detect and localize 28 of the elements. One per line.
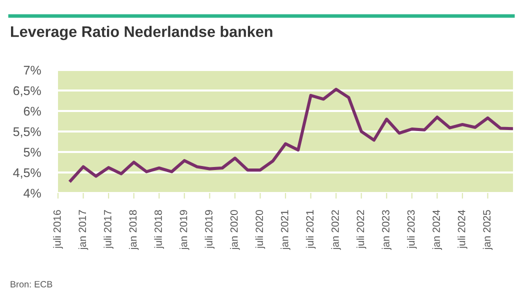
chart-title: Leverage Ratio Nederlandse banken [11,26,272,40]
x-tick-label: jan 2018 [128,210,139,250]
y-tick-label: 4% [24,188,41,198]
x-tick-label: juli 2023 [407,210,417,249]
x-tick-label: jan 2021 [280,210,290,250]
x-tick-label: jan 2024 [432,210,442,250]
text: Bron: ECB [10,281,52,288]
x-tick-label: jan 2019 [180,210,190,250]
y-tick-label: 6,5% [13,86,41,97]
x-tick-label: juli 2017 [104,210,114,249]
x-tick-label: jan 2023 [382,210,392,250]
y-tick-label: 6% [24,106,41,116]
x-tick-label: juli 2016 [53,210,63,249]
x-tick-label: jan 2025 [482,210,493,250]
y-tick-label: 5,5% [13,127,41,138]
x-tick-label: juli 2020 [255,210,266,249]
x-tick-label: jan 2022 [331,210,341,250]
x-tick-label: jan 2020 [230,210,240,250]
x-tick-label: juli 2018 [154,210,164,249]
y-tick-label: 7% [24,66,41,75]
line-series [69,88,513,182]
y-tick-label: 5% [24,148,41,157]
x-tick-label: jan 2017 [78,210,88,250]
x-tick-label: juli 2022 [356,210,366,249]
x-tick-label: juli 2024 [458,210,468,249]
x-tick-label: juli 2019 [204,210,215,249]
y-tick-label: 4,5% [13,168,41,179]
x-tick-label: juli 2021 [306,210,316,249]
